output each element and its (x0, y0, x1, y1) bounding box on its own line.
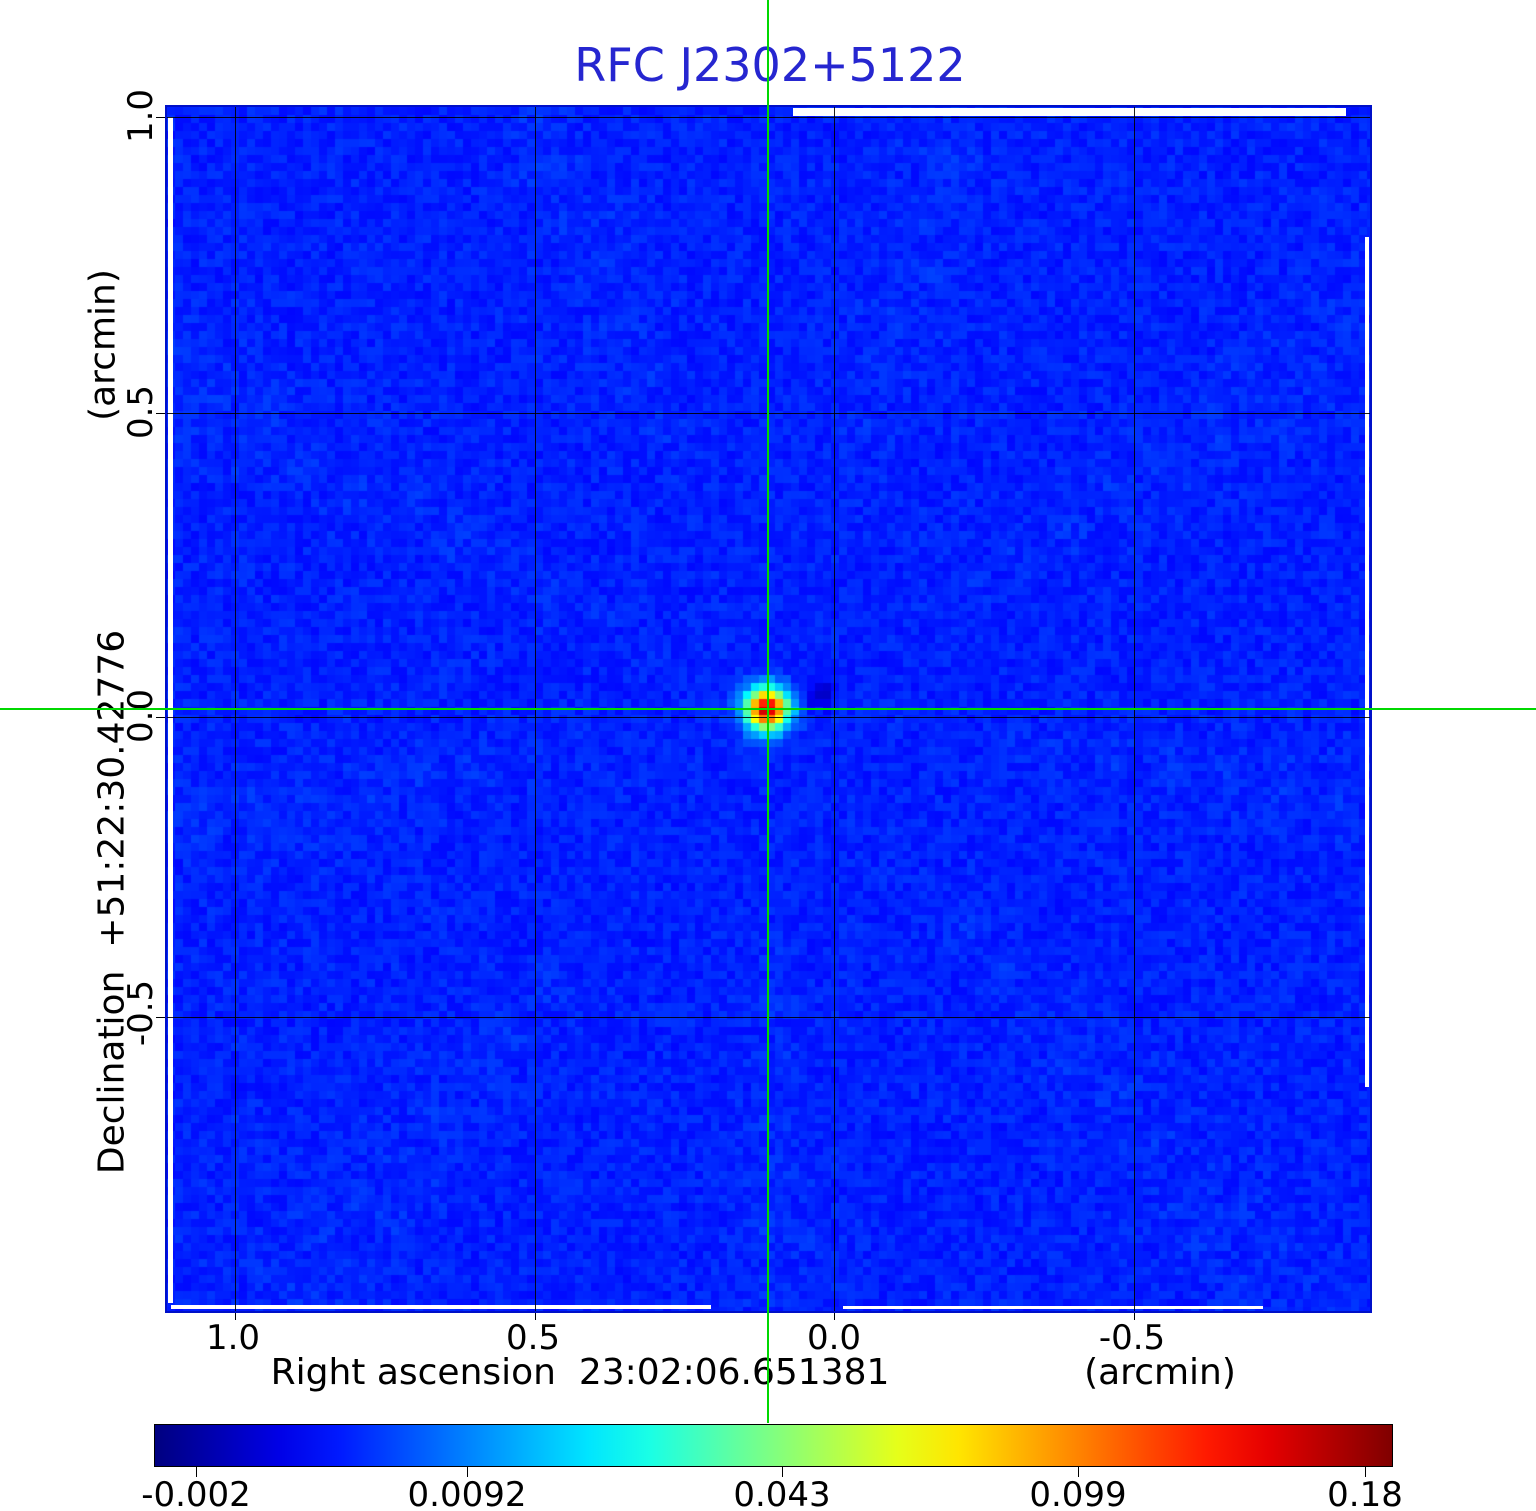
raster-edge-gap-bottom-1 (171, 1305, 711, 1309)
crosshair-vertical-line (767, 0, 769, 1423)
colorbar-label-mid: 0.043 (733, 1475, 831, 1511)
x-axis-title: Right ascension 23:02:06.651381 (270, 1352, 890, 1393)
x-tick-mark-3 (1134, 1313, 1135, 1320)
colorbar-label-min: -0.002 (141, 1475, 251, 1511)
colorbar-label-4: 0.099 (1029, 1475, 1127, 1511)
x-tick-mark-2 (834, 1313, 835, 1320)
raster-edge-gap-left (168, 117, 173, 1303)
x-tick-mark-1 (535, 1313, 536, 1320)
colorbar-tick-mark-1 (467, 1467, 468, 1477)
raster-edge-gap-bottom-2 (843, 1306, 1263, 1309)
colorbar-gradient (155, 1425, 1392, 1466)
y-tick-mark-2 (156, 717, 165, 718)
raster-edge-gap-right (1365, 237, 1369, 1087)
colorbar-label-max: 0.18 (1327, 1475, 1403, 1511)
colorbar (154, 1424, 1393, 1467)
y-tick-label-0.5: 0.5 (121, 384, 161, 440)
x-tick-label--0.5: -0.5 (1098, 1318, 1166, 1358)
y-tick-mark-0 (156, 117, 165, 118)
y-axis-unit-label: (arcmin) (82, 269, 124, 421)
colorbar-tick-mark-3 (1078, 1467, 1079, 1477)
colorbar-tick-mark-0 (196, 1467, 197, 1477)
x-tick-label-0.5: 0.5 (505, 1318, 561, 1358)
y-tick-mark-3 (156, 1017, 165, 1018)
crosshair-horizontal-line (0, 708, 1536, 710)
colorbar-tick-mark-4 (1365, 1467, 1366, 1477)
plot-title: RFC J2302+5122 (574, 38, 966, 92)
x-tick-label-0.0: 0.0 (806, 1318, 862, 1358)
colorbar-tick-mark-2 (782, 1467, 783, 1477)
y-tick-label-1.0: 1.0 (121, 88, 161, 144)
x-tick-label-1.0: 1.0 (205, 1318, 261, 1358)
y-tick-mark-1 (156, 413, 165, 414)
colorbar-label-2: 0.0092 (407, 1475, 527, 1511)
y-axis-title: Declination +51:22:30.42776 (91, 629, 133, 1175)
x-axis-unit-label: (arcmin) (1084, 1352, 1236, 1393)
x-tick-mark-0 (235, 1313, 236, 1320)
raster-edge-gap-top (792, 108, 1346, 116)
